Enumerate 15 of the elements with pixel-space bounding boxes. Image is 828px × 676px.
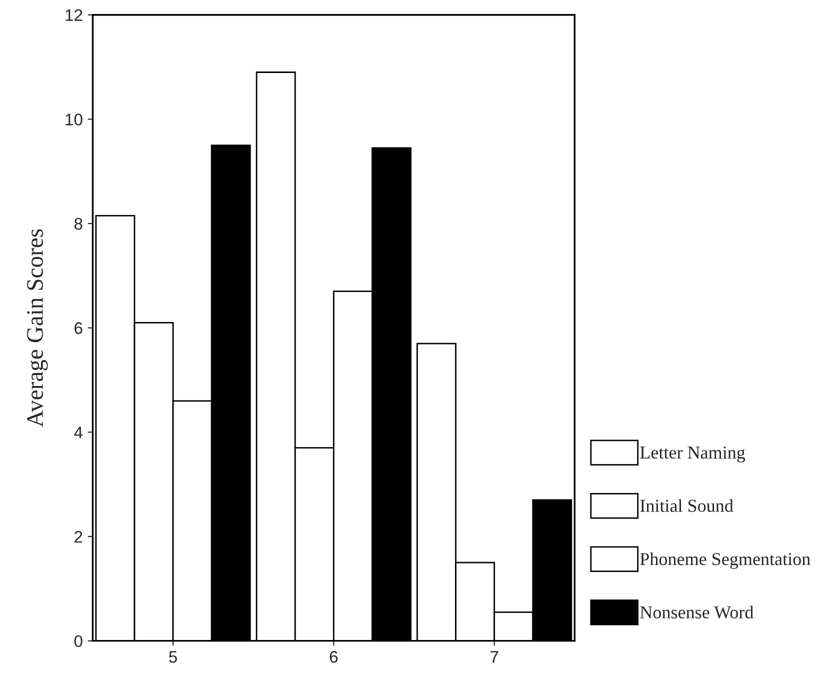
x-tick-label: 7 (490, 651, 498, 663)
y-tick-label: 8 (74, 218, 82, 230)
legend-label: Initial Sound (640, 499, 734, 512)
y-tick-label: 4 (74, 426, 83, 438)
legend-label: Nonsense Word (640, 606, 754, 619)
y-tick-label: 6 (74, 322, 82, 334)
y-tick-label: 0 (74, 635, 82, 648)
legend-label: Phoneme Segmentation (640, 552, 810, 569)
y-tick-label: 12 (66, 9, 82, 21)
y-axis-title: Average Gain Scores (27, 229, 48, 428)
legend-label: Letter Naming (640, 446, 746, 462)
x-tick-label: 5 (169, 651, 177, 663)
y-tick-label: 10 (66, 114, 82, 126)
x-tick-label: 6 (330, 651, 338, 663)
y-tick-label: 2 (74, 530, 82, 543)
